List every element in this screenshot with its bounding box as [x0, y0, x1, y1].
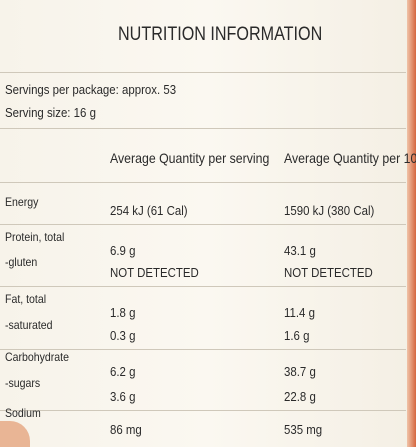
- row-label: Fat, total: [5, 292, 47, 306]
- per-serving: NOT DETECTED: [110, 265, 199, 280]
- row-label: -gluten: [5, 255, 38, 269]
- per-100g: 535 mg: [284, 422, 323, 437]
- rule: [0, 72, 406, 73]
- orange-corner: [0, 421, 30, 447]
- per-serving: 0.3 g: [110, 328, 136, 343]
- per-100g: 38.7 g: [284, 364, 316, 379]
- per-100g: 1590 kJ (380 Cal): [284, 203, 375, 218]
- title: NUTRITION INFORMATION: [118, 24, 323, 45]
- row-label: Energy: [5, 195, 39, 209]
- servings-per-package: Servings per package: approx. 53: [5, 82, 177, 97]
- column-header: Average Quantity per 100 g: [284, 150, 416, 166]
- row-label: Carbohydrate: [5, 350, 69, 364]
- per-100g: 1.6 g: [284, 328, 310, 343]
- per-serving: 3.6 g: [110, 389, 136, 404]
- per-100g: 11.4 g: [284, 305, 315, 320]
- row-label: -sugars: [5, 376, 41, 390]
- per-100g: NOT DETECTED: [284, 265, 373, 280]
- per-serving: 6.2 g: [110, 364, 136, 379]
- row-label: Sodium: [5, 406, 41, 420]
- serving-size: Serving size: 16 g: [5, 105, 96, 120]
- rule: [0, 410, 406, 411]
- rule: [0, 286, 406, 287]
- per-serving: 86 mg: [110, 422, 142, 437]
- per-100g: 22.8 g: [284, 389, 316, 404]
- rule: [0, 182, 406, 183]
- orange-edge: [407, 0, 416, 447]
- row-label: Protein, total: [5, 230, 65, 244]
- rule: [0, 349, 406, 350]
- rule: [0, 224, 406, 225]
- per-serving: 6.9 g: [110, 243, 136, 258]
- rule: [0, 128, 406, 129]
- column-header: Average Quantity per serving: [110, 150, 270, 166]
- per-serving: 254 kJ (61 Cal): [110, 203, 188, 218]
- per-100g: 43.1 g: [284, 243, 316, 258]
- row-label: -saturated: [5, 318, 53, 332]
- per-serving: 1.8 g: [110, 305, 136, 320]
